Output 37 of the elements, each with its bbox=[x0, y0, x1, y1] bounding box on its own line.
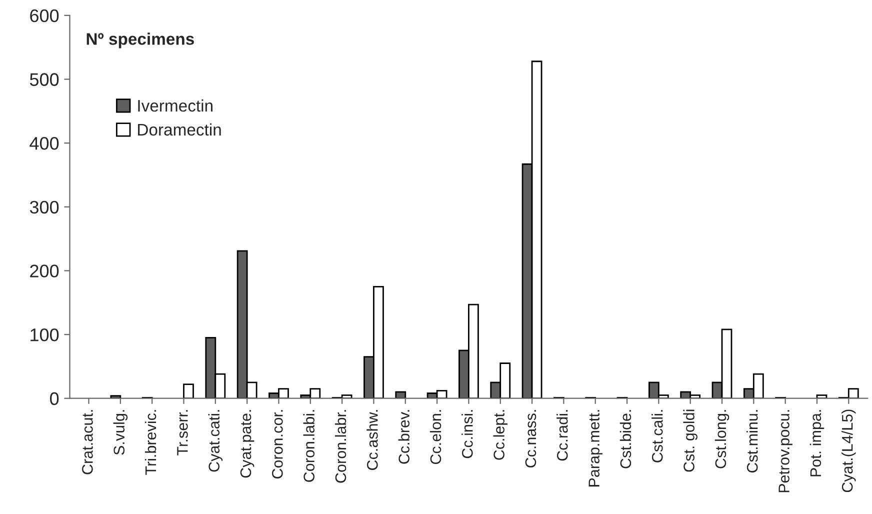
x-tick-label: Cc.elon. bbox=[430, 410, 442, 464]
x-tick-label: Tr.serr. bbox=[177, 410, 188, 456]
x-tick-label: Cst.bide. bbox=[620, 410, 632, 468]
x-tick-label: Cc.ashw. bbox=[366, 410, 378, 470]
x-tick-label: Pot. impa. bbox=[810, 410, 824, 476]
x-tick-label: Cc.nass. bbox=[525, 410, 536, 468]
y-tick-label: 300 bbox=[30, 200, 59, 214]
x-tick-label: S.vulg. bbox=[113, 410, 128, 455]
x-tick-label: Cst. goldi bbox=[683, 410, 698, 472]
x-tick-label: Coron.labi. bbox=[303, 410, 314, 482]
x-tick-label: Cyat.(L4/L5) bbox=[842, 410, 856, 492]
y-tick-label: 100 bbox=[30, 328, 59, 342]
x-tick-label: Tri.brevic. bbox=[144, 410, 156, 475]
bar bbox=[183, 384, 194, 398]
legend-label: Doramectin bbox=[138, 123, 221, 136]
x-tick-label: Coron.cor. bbox=[272, 410, 283, 478]
x-tick-label: Cyat.cati. bbox=[208, 410, 223, 472]
x-tick-label: Cc.radi. bbox=[556, 410, 568, 461]
x-tick-label: Petrov.pocu. bbox=[778, 410, 792, 492]
y-tick-label: 0 bbox=[50, 392, 59, 406]
x-tick-label: Cc.lept. bbox=[493, 410, 508, 460]
x-tick-label: Cyat.pate. bbox=[240, 410, 254, 478]
x-tick-label: Cc.insi. bbox=[462, 410, 473, 458]
text: Nº specimens bbox=[86, 32, 194, 48]
y-tick-label: 500 bbox=[30, 73, 59, 86]
x-tick-label: Cc.brev. bbox=[398, 410, 410, 464]
x-tick-label: Cst.long. bbox=[714, 410, 730, 468]
y-tick-label: 600 bbox=[30, 9, 59, 22]
x-tick-label: Cst.minu. bbox=[746, 410, 758, 473]
legend-label: Ivermectin bbox=[138, 99, 212, 112]
x-tick-label: Parap.mett. bbox=[588, 410, 602, 486]
x-tick-label: Crat.acut. bbox=[82, 410, 93, 474]
y-tick-label: 400 bbox=[30, 137, 59, 150]
x-tick-label: Cst.cali. bbox=[652, 410, 663, 462]
x-tick-label: Coron.labr. bbox=[334, 410, 346, 483]
y-tick-label: 200 bbox=[30, 264, 59, 278]
bar bbox=[816, 394, 828, 398]
